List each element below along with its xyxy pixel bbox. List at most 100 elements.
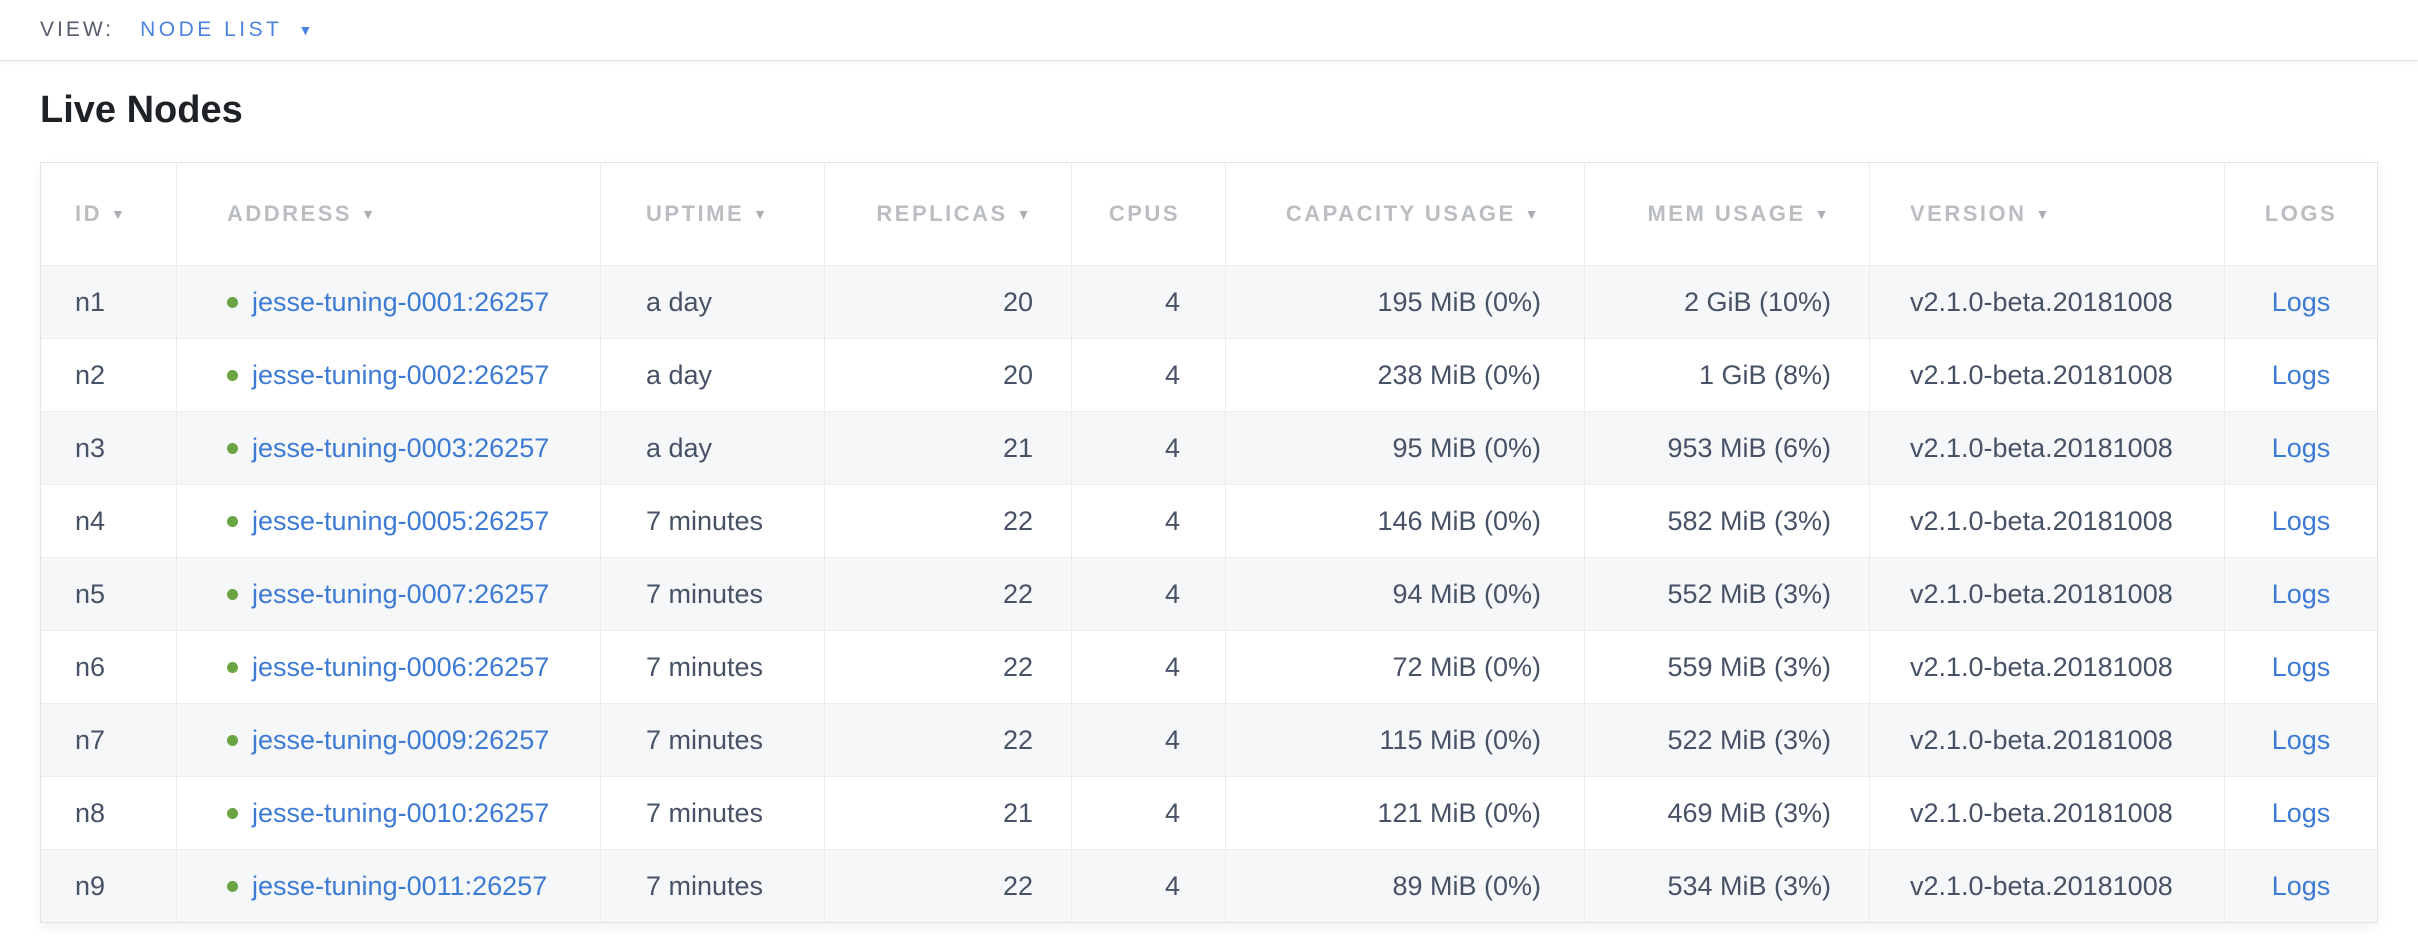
sort-desc-icon: ▼: [753, 206, 770, 222]
node-capacity-usage-cell: 238 MiB (0%): [1226, 339, 1585, 411]
node-uptime-cell: a day: [601, 339, 825, 411]
node-address-cell: jesse-tuning-0001:26257: [177, 266, 601, 338]
node-logs-cell: Logs: [2225, 704, 2377, 776]
node-address-cell: jesse-tuning-0009:26257: [177, 704, 601, 776]
live-status-icon: [227, 369, 238, 381]
view-dropdown-value: NODE LIST: [140, 18, 283, 41]
node-capacity-usage-cell: 95 MiB (0%): [1226, 412, 1585, 484]
logs-link[interactable]: Logs: [2271, 870, 2331, 901]
table-row: n6 jesse-tuning-0006:26257 7 minutes 22 …: [41, 630, 2377, 703]
node-cpus-cell: 4: [1072, 704, 1226, 776]
node-logs-cell: Logs: [2225, 485, 2377, 557]
table-body: n1 jesse-tuning-0001:26257 a day 20 4 19…: [41, 265, 2377, 922]
table-row: n5 jesse-tuning-0007:26257 7 minutes 22 …: [41, 557, 2377, 630]
node-mem-usage-cell: 469 MiB (3%): [1585, 777, 1870, 849]
chevron-down-icon: ▼: [298, 22, 313, 38]
live-status-icon: [227, 880, 238, 892]
table-row: n2 jesse-tuning-0002:26257 a day 20 4 23…: [41, 338, 2377, 411]
node-replicas-cell: 22: [825, 631, 1072, 703]
node-address-cell: jesse-tuning-0007:26257: [177, 558, 601, 630]
live-status-icon: [227, 588, 238, 600]
logs-link[interactable]: Logs: [2271, 724, 2331, 755]
view-dropdown[interactable]: NODE LIST ▼: [140, 18, 312, 42]
node-cpus-cell: 4: [1072, 339, 1226, 411]
logs-link[interactable]: Logs: [2271, 578, 2331, 609]
node-address-link[interactable]: jesse-tuning-0007:26257: [252, 578, 550, 609]
node-uptime-cell: a day: [601, 266, 825, 338]
node-version-cell: v2.1.0-beta.20181008: [1870, 704, 2225, 776]
node-mem-usage-cell: 1 GiB (8%): [1585, 339, 1870, 411]
node-address-link[interactable]: jesse-tuning-0003:26257: [252, 432, 550, 463]
logs-link[interactable]: Logs: [2271, 432, 2331, 463]
node-uptime-cell: 7 minutes: [601, 631, 825, 703]
node-version-cell: v2.1.0-beta.20181008: [1870, 266, 2225, 338]
node-capacity-usage-cell: 89 MiB (0%): [1226, 850, 1585, 922]
sort-desc-icon: ▼: [1016, 206, 1033, 222]
logs-link[interactable]: Logs: [2271, 286, 2331, 317]
node-id-cell: n7: [41, 704, 177, 776]
node-uptime-cell: a day: [601, 412, 825, 484]
node-capacity-usage-cell: 94 MiB (0%): [1226, 558, 1585, 630]
logs-link[interactable]: Logs: [2271, 651, 2331, 682]
node-uptime-cell: 7 minutes: [601, 558, 825, 630]
node-logs-cell: Logs: [2225, 558, 2377, 630]
column-header-uptime[interactable]: UPTIME ▼: [601, 163, 825, 265]
column-header-address[interactable]: ADDRESS ▼: [177, 163, 601, 265]
column-header-cpus: CPUS: [1072, 163, 1226, 265]
column-header-mem-usage[interactable]: MEM USAGE ▼: [1585, 163, 1870, 265]
sort-desc-icon: ▼: [2035, 206, 2052, 222]
node-capacity-usage-cell: 146 MiB (0%): [1226, 485, 1585, 557]
node-replicas-cell: 22: [825, 558, 1072, 630]
node-version-cell: v2.1.0-beta.20181008: [1870, 631, 2225, 703]
node-address-link[interactable]: jesse-tuning-0005:26257: [252, 505, 550, 536]
column-header-capacity-usage[interactable]: CAPACITY USAGE ▼: [1226, 163, 1585, 265]
node-mem-usage-cell: 552 MiB (3%): [1585, 558, 1870, 630]
node-replicas-cell: 21: [825, 412, 1072, 484]
column-header-version[interactable]: VERSION ▼: [1870, 163, 2225, 265]
logs-link[interactable]: Logs: [2271, 359, 2331, 390]
view-label: VIEW:: [40, 18, 115, 41]
node-address-cell: jesse-tuning-0010:26257: [177, 777, 601, 849]
node-mem-usage-cell: 522 MiB (3%): [1585, 704, 1870, 776]
node-version-cell: v2.1.0-beta.20181008: [1870, 485, 2225, 557]
node-address-link[interactable]: jesse-tuning-0002:26257: [252, 359, 550, 390]
node-mem-usage-cell: 2 GiB (10%): [1585, 266, 1870, 338]
node-address-link[interactable]: jesse-tuning-0001:26257: [252, 286, 550, 317]
node-capacity-usage-cell: 115 MiB (0%): [1226, 704, 1585, 776]
node-address-link[interactable]: jesse-tuning-0009:26257: [252, 724, 550, 755]
node-mem-usage-cell: 582 MiB (3%): [1585, 485, 1870, 557]
node-id-cell: n1: [41, 266, 177, 338]
column-header-logs: LOGS: [2264, 201, 2338, 226]
node-logs-cell: Logs: [2225, 266, 2377, 338]
node-address-link[interactable]: jesse-tuning-0011:26257: [252, 870, 548, 901]
page-title: Live Nodes: [40, 89, 243, 131]
table-row: n8 jesse-tuning-0010:26257 7 minutes 21 …: [41, 776, 2377, 849]
node-mem-usage-cell: 953 MiB (6%): [1585, 412, 1870, 484]
node-logs-cell: Logs: [2225, 850, 2377, 922]
node-cpus-cell: 4: [1072, 850, 1226, 922]
column-header-replicas[interactable]: REPLICAS ▼: [825, 163, 1072, 265]
page-content: Live Nodes ID ▼ ADDRESS ▼ UPTIME ▼ REPLI…: [0, 88, 2418, 923]
node-version-cell: v2.1.0-beta.20181008: [1870, 558, 2225, 630]
node-address-link[interactable]: jesse-tuning-0006:26257: [252, 651, 550, 682]
node-cpus-cell: 4: [1072, 558, 1226, 630]
live-status-icon: [227, 515, 238, 527]
node-capacity-usage-cell: 121 MiB (0%): [1226, 777, 1585, 849]
column-header-id[interactable]: ID ▼: [41, 163, 177, 265]
table-row: n1 jesse-tuning-0001:26257 a day 20 4 19…: [41, 265, 2377, 338]
logs-link[interactable]: Logs: [2271, 797, 2331, 828]
node-logs-cell: Logs: [2225, 339, 2377, 411]
node-cpus-cell: 4: [1072, 266, 1226, 338]
node-address-cell: jesse-tuning-0005:26257: [177, 485, 601, 557]
node-replicas-cell: 20: [825, 339, 1072, 411]
table-header-row: ID ▼ ADDRESS ▼ UPTIME ▼ REPLICAS ▼ CPUS …: [41, 163, 2377, 265]
sort-desc-icon: ▼: [1814, 206, 1831, 222]
logs-link[interactable]: Logs: [2271, 505, 2331, 536]
node-capacity-usage-cell: 72 MiB (0%): [1226, 631, 1585, 703]
node-id-cell: n6: [41, 631, 177, 703]
sort-desc-icon: ▼: [111, 206, 128, 222]
node-replicas-cell: 21: [825, 777, 1072, 849]
node-address-link[interactable]: jesse-tuning-0010:26257: [252, 797, 550, 828]
node-logs-cell: Logs: [2225, 412, 2377, 484]
node-address-cell: jesse-tuning-0002:26257: [177, 339, 601, 411]
